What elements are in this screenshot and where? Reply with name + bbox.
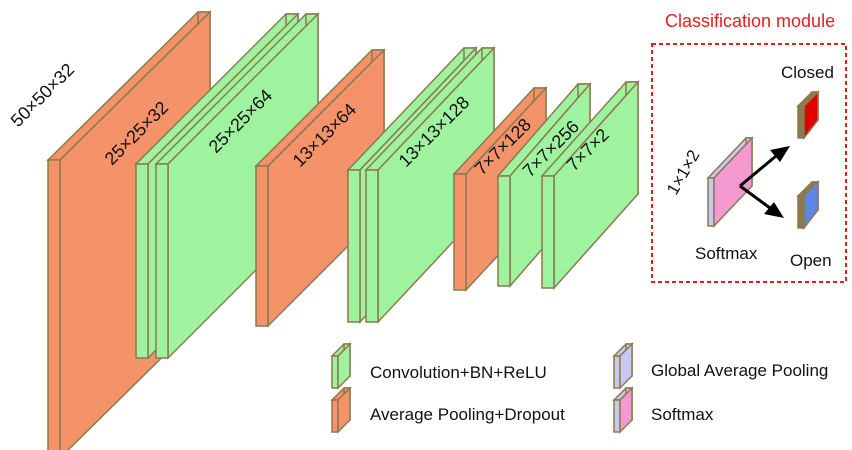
softmax-label: Softmax [695,244,758,263]
feature-map-block-3 [254,48,386,328]
vector-dims-label: 1×1×2 [663,147,704,198]
legend-label-softmax: Softmax [651,405,714,424]
softmax-vector [706,136,754,228]
closed-label: Closed [781,63,834,82]
legend-label-gap: Global Average Pooling [651,361,828,380]
legend-label-conv: Convolution+BN+ReLU [370,363,547,382]
layer-dims-label-1: 50×50×32 [7,59,78,130]
classification-module-title: Classification module [665,11,835,31]
open-output-box [796,180,820,231]
output-arrows [739,146,790,218]
open-label: Open [790,251,832,270]
legend-swatch-softmax [612,386,634,434]
feature-map-block-7 [540,80,640,290]
legend-swatch-gap [612,342,634,390]
classification-module-box [651,43,847,283]
closed-output-box [796,90,820,141]
feature-map-block-4b [364,46,496,324]
legend-swatch-conv [330,342,352,390]
legend-label-pool: Average Pooling+Dropout [370,405,565,424]
legend-swatch-pool [330,386,352,434]
